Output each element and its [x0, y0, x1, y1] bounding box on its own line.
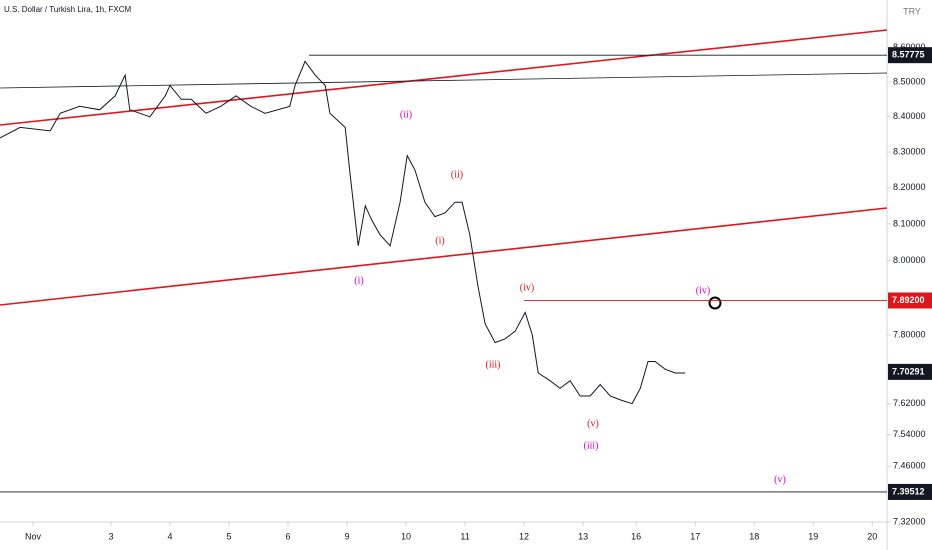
x-tick-label: 17 [690, 531, 700, 541]
price-line [0, 60, 686, 405]
price-label-box [888, 47, 932, 64]
price-label-box [888, 363, 932, 380]
x-tick-label: 5 [226, 531, 231, 541]
y-tick-label: 8.60000 [893, 42, 926, 52]
y-tick-label: 8.20000 [893, 182, 926, 192]
x-tick-label: 10 [401, 531, 411, 541]
wave-label-minor: (i) [435, 235, 444, 246]
wave-label-major: (ii) [400, 109, 412, 120]
trend-line [0, 207, 888, 306]
wave-label-major: (iii) [584, 440, 599, 451]
price-label: 7.39512 [892, 486, 925, 496]
x-tick-label: 16 [631, 531, 641, 541]
y-tick-label: 8.30000 [893, 146, 926, 156]
trend-line [0, 72, 888, 89]
y-tick-label: 7.54000 [893, 429, 926, 439]
y-tick-label: 7.32000 [893, 516, 926, 526]
y-tick-label: 8.40000 [893, 111, 926, 121]
x-tick-label: 20 [867, 531, 877, 541]
price-label: 8.57775 [892, 50, 925, 60]
price-label-box [888, 292, 932, 309]
x-tick-label: 12 [519, 531, 529, 541]
y-tick-label: 8.50000 [893, 76, 926, 86]
x-tick-label: 13 [578, 531, 588, 541]
y-tick-label: 7.80000 [893, 329, 926, 339]
wave-label-major: (iv) [696, 285, 710, 296]
wave-label-minor: (v) [587, 418, 599, 429]
trend-line [0, 29, 888, 126]
x-tick-label: 11 [460, 531, 469, 541]
x-tick-label: 9 [345, 531, 350, 541]
x-tick-label: 4 [167, 531, 172, 541]
wave-label-major: (i) [354, 275, 363, 286]
x-tick-label: Nov [25, 531, 42, 541]
price-label: 7.89200 [892, 295, 925, 305]
y-tick-label: 8.00000 [893, 255, 926, 265]
wave-label-major: (v) [774, 474, 786, 485]
y-tick-label: 7.62000 [893, 398, 926, 408]
y-tick-label: 8.10000 [893, 218, 926, 228]
wave-label-minor: (iv) [520, 282, 534, 293]
x-tick-label: 3 [108, 531, 113, 541]
currency-label: TRY [903, 6, 921, 16]
y-tick-label: 7.46000 [893, 461, 926, 471]
target-circle [708, 296, 722, 310]
x-tick-label: 19 [808, 531, 818, 541]
wave-label-minor: (ii) [451, 169, 463, 180]
x-tick-label: 18 [749, 531, 759, 541]
wave-label-minor: (iii) [486, 359, 501, 370]
x-tick-label: 6 [285, 531, 290, 541]
chart-title: U.S. Dollar / Turkish Lira, 1h, FXCM [4, 5, 131, 14]
price-label-box [888, 483, 932, 500]
price-label: 7.70291 [892, 366, 925, 376]
